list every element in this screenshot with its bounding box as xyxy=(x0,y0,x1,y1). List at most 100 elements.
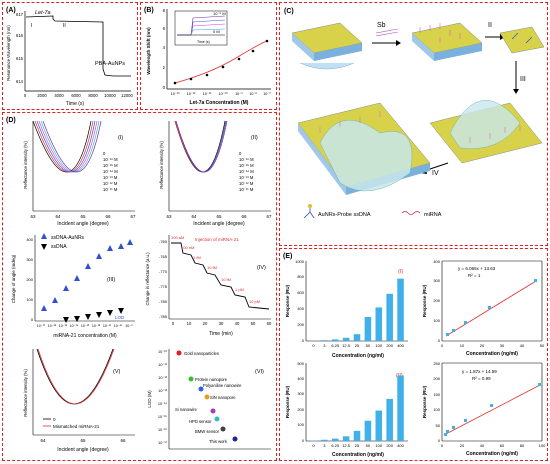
svg-text:65: 65 xyxy=(80,214,86,219)
svg-text:40: 40 xyxy=(520,343,525,348)
svg-text:63: 63 xyxy=(166,214,172,219)
svg-text:100: 100 xyxy=(297,422,304,427)
svg-text:-770: -770 xyxy=(159,269,168,274)
chip-probe xyxy=(500,27,544,53)
panel-d: (D) 0 10⁻¹⁶ M 10⁻¹⁵ M 10⁻¹⁴ M 10⁻¹³ M 10… xyxy=(2,112,277,461)
panel-b: (B) 10⁻⁶ M 0 M Time (s) 10⁻¹³ 10⁻¹² 10⁻¹… xyxy=(140,2,277,110)
figure-d: (D) 0 10⁻¹⁶ M 10⁻¹⁵ M 10⁻¹⁴ M 10⁻¹³ M 10… xyxy=(3,113,275,459)
i-bar-7 xyxy=(386,294,393,341)
probe-icon xyxy=(304,206,314,218)
e-ii-fit-xlabel: Concentration (ng/ml) xyxy=(466,451,518,457)
svg-text:10⁻¹⁶ M: 10⁻¹⁶ M xyxy=(239,157,254,162)
svg-text:0: 0 xyxy=(163,85,166,90)
i-bar-1 xyxy=(321,340,328,341)
svg-text:0: 0 xyxy=(441,343,444,348)
a-ylabel: Resonance Wavelength (nm) xyxy=(6,25,11,81)
svg-text:600: 600 xyxy=(297,290,304,295)
svg-text:10⁻¹³ M: 10⁻¹³ M xyxy=(239,175,254,180)
svg-text:Protein nanopore: Protein nanopore xyxy=(195,377,228,382)
svg-text:60: 60 xyxy=(500,443,505,448)
d-i-xticks: 63 64 65 66 67 xyxy=(30,214,136,219)
svg-text:300: 300 xyxy=(297,391,304,396)
d-iii-roman: (III) xyxy=(107,277,115,283)
svg-text:100 nM: 100 nM xyxy=(181,245,194,250)
i-bar-label-5: 50 xyxy=(366,343,371,348)
e-ii-ylabel: Response (RU) xyxy=(285,385,290,418)
svg-text:64: 64 xyxy=(55,214,61,219)
resonance-trace xyxy=(26,16,131,76)
d-iii-series-1: ssDNA xyxy=(51,244,67,250)
svg-text:-785: -785 xyxy=(159,314,168,319)
svg-text:10⁻⁹: 10⁻⁹ xyxy=(235,92,243,96)
d-v-xlabel: Incident angle (degree) xyxy=(57,447,109,453)
d-ii-roman: (II) xyxy=(251,135,258,141)
svg-text:30: 30 xyxy=(219,321,224,326)
i-bar-4 xyxy=(354,334,361,341)
svg-text:12000: 12000 xyxy=(121,93,133,98)
ii-bar-2 xyxy=(332,439,339,441)
svg-text:100 aM: 100 aM xyxy=(171,235,184,240)
svg-text:67: 67 xyxy=(130,214,136,219)
svg-text:Polyaniline nanowire: Polyaniline nanowire xyxy=(203,383,242,388)
step-ii: II xyxy=(488,22,492,29)
a-xlabel: Time (s) xyxy=(66,101,84,107)
svg-text:10: 10 xyxy=(187,321,192,326)
d-ii: 0 10⁻¹⁶ M 10⁻¹⁵ M 10⁻¹⁴ M 10⁻¹³ M 10⁻¹² … xyxy=(159,121,272,227)
b-ylabel: Wavelength Shift (nm) xyxy=(146,27,151,75)
svg-text:400: 400 xyxy=(297,306,304,311)
chart-a: (A) Let-7a PBA-AuNPs I II 0 2000 4000 60… xyxy=(3,3,136,108)
d-v-legend-1: Mismatched miRNA-21 xyxy=(53,424,100,429)
schematic-c: (C) Sb II xyxy=(280,3,546,244)
svg-text:10⁻⁹: 10⁻⁹ xyxy=(125,324,133,328)
d-i-ylabel: Reflectance intensity (%) xyxy=(23,141,28,189)
svg-text:2: 2 xyxy=(163,65,166,70)
b-xticks: 10⁻¹³ 10⁻¹² 10⁻¹¹ 10⁻¹⁰ 10⁻⁹ 10⁻⁸ 10⁻⁷ xyxy=(171,92,272,96)
svg-text:10⁻¹⁵ M: 10⁻¹⁵ M xyxy=(239,163,254,168)
svg-text:10⁻¹⁵: 10⁻¹⁵ xyxy=(158,415,167,419)
chip-hybrid xyxy=(298,103,430,195)
svg-text:2000: 2000 xyxy=(37,93,47,98)
svg-text:64: 64 xyxy=(40,438,46,443)
label-c: (C) xyxy=(284,8,294,15)
ii-bar-label-7: 200 xyxy=(386,443,393,448)
legend-probe: AuNRs-Probe ssDNA xyxy=(318,212,371,218)
ii-bar-label-6: 100 xyxy=(375,443,382,448)
svg-text:100: 100 xyxy=(539,443,546,448)
label-d: (D) xyxy=(6,117,16,124)
e-ii-yticks: 0 100 200 300 400 500 xyxy=(297,361,304,443)
d-i-roman: (I) xyxy=(118,135,123,141)
svg-text:-760: -760 xyxy=(159,239,168,244)
e-i-fit-chart: y = 6.065x + 13.63 R² = 1 0 10 20 30 40 … xyxy=(422,259,545,357)
svg-text:10000: 10000 xyxy=(104,93,116,98)
svg-text:200: 200 xyxy=(297,322,304,327)
svg-text:250: 250 xyxy=(433,361,440,366)
svg-text:Gold nanoparticles: Gold nanoparticles xyxy=(184,351,219,356)
ii-bar-label-1: 3 xyxy=(323,443,326,448)
svg-text:10⁻¹³: 10⁻¹³ xyxy=(171,92,180,96)
e-ii-xlabel: Concentration (ng/ml) xyxy=(332,452,384,458)
svg-text:65: 65 xyxy=(80,438,86,443)
svg-text:65: 65 xyxy=(216,214,222,219)
mirna-icon xyxy=(402,212,420,215)
panel-a: (A) Let-7a PBA-AuNPs I II 0 2000 4000 60… xyxy=(2,2,138,110)
svg-text:64: 64 xyxy=(191,214,197,219)
inset-xlabel: Time (s) xyxy=(197,40,210,44)
chip-bare xyxy=(292,23,362,69)
svg-text:0: 0 xyxy=(239,151,242,156)
ii-bar-1 xyxy=(321,440,328,441)
svg-text:500: 500 xyxy=(297,361,304,366)
d-iv-steps: 100 aM 100 nM 1 fM 10 fM 10 fM 1 pM 10 p… xyxy=(171,235,260,304)
i-bar-label-2: 6.25 xyxy=(331,343,340,348)
ii-bar-8 xyxy=(397,375,404,441)
e-i-xlabel: Concentration (ng/ml) xyxy=(332,353,384,359)
e-ii-fit-ylabel: Response (RU) xyxy=(422,385,427,418)
d-iv-roman: (IV) xyxy=(257,265,266,271)
svg-text:60: 60 xyxy=(267,321,272,326)
label-b: (B) xyxy=(144,7,154,14)
svg-text:200: 200 xyxy=(297,407,304,412)
svg-text:150: 150 xyxy=(433,392,440,397)
svg-text:20: 20 xyxy=(480,343,485,348)
svg-text:300: 300 xyxy=(26,257,33,262)
svg-text:10⁻¹³: 10⁻¹³ xyxy=(158,389,167,393)
svg-text:4: 4 xyxy=(163,45,166,50)
